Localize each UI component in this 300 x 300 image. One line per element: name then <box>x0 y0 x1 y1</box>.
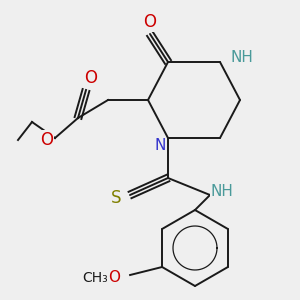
Text: NH: NH <box>230 50 253 64</box>
Text: O: O <box>40 131 53 149</box>
Text: CH₃: CH₃ <box>82 271 108 285</box>
Text: O: O <box>143 13 157 31</box>
Text: S: S <box>111 189 121 207</box>
Text: O: O <box>108 271 120 286</box>
Text: N: N <box>154 139 166 154</box>
Text: NH: NH <box>211 184 233 199</box>
Text: O: O <box>85 69 98 87</box>
